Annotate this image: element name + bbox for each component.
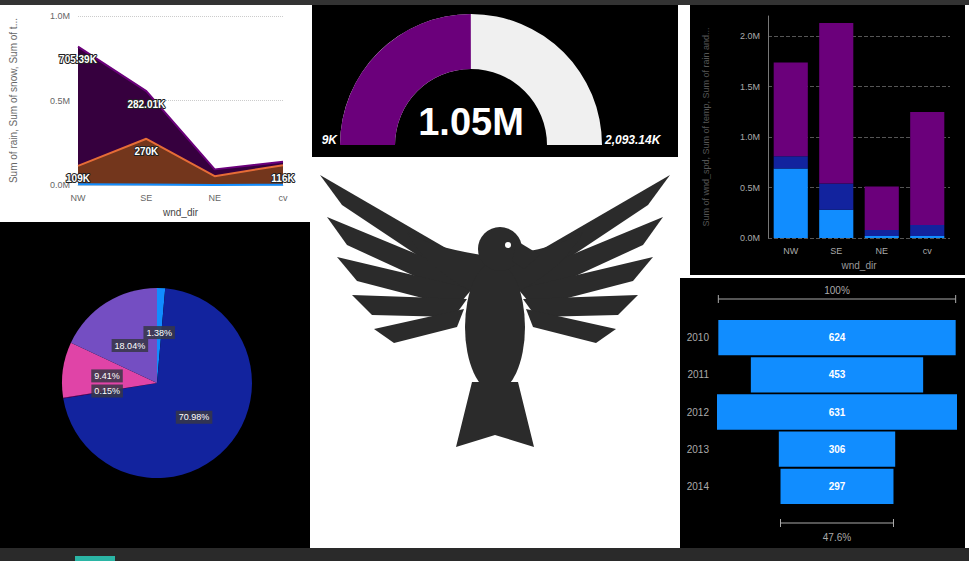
svg-text:306: 306 [829, 444, 846, 455]
svg-text:wnd_dir: wnd_dir [162, 207, 199, 218]
svg-text:282.01K: 282.01K [127, 99, 166, 110]
svg-text:1.0M: 1.0M [50, 11, 70, 21]
svg-text:2.0M: 2.0M [740, 31, 760, 41]
svg-text:47.6%: 47.6% [823, 532, 851, 543]
svg-text:1.38%: 1.38% [146, 328, 172, 338]
svg-text:705.39K: 705.39K [59, 54, 98, 65]
svg-text:116K: 116K [271, 173, 295, 184]
svg-text:NW: NW [783, 246, 798, 256]
svg-text:cv: cv [923, 246, 933, 256]
svg-text:NE: NE [875, 246, 888, 256]
svg-text:2,093.14K: 2,093.14K [604, 133, 662, 147]
svg-text:624: 624 [829, 332, 846, 343]
svg-text:0.5M: 0.5M [740, 183, 760, 193]
svg-text:631: 631 [829, 407, 846, 418]
svg-text:SE: SE [830, 246, 842, 256]
svg-text:2010: 2010 [687, 332, 710, 343]
svg-text:70.98%: 70.98% [179, 412, 210, 422]
svg-text:453: 453 [829, 369, 846, 380]
svg-text:1.05M: 1.05M [418, 101, 524, 143]
svg-text:0.5M: 0.5M [50, 96, 70, 106]
svg-text:109K: 109K [66, 173, 91, 184]
svg-text:2012: 2012 [687, 407, 710, 418]
svg-text:Sum of wnd_spd, Sum of temp, S: Sum of wnd_spd, Sum of temp, Sum of rain… [701, 27, 711, 226]
svg-text:0.0M: 0.0M [50, 180, 70, 191]
svg-text:0.0M: 0.0M [740, 233, 760, 243]
svg-text:SE: SE [140, 193, 152, 203]
svg-text:18.04%: 18.04% [115, 341, 146, 351]
svg-text:cv: cv [279, 193, 289, 203]
svg-text:270K: 270K [134, 146, 159, 157]
svg-text:2014: 2014 [687, 481, 710, 492]
svg-text:9K: 9K [322, 133, 339, 147]
svg-text:297: 297 [829, 481, 846, 492]
svg-text:2011: 2011 [687, 369, 709, 380]
svg-text:100%: 100% [824, 285, 850, 296]
svg-text:9.41%: 9.41% [94, 371, 120, 381]
svg-text:2013: 2013 [687, 444, 710, 455]
svg-text:NW: NW [71, 193, 86, 203]
svg-text:NE: NE [208, 193, 221, 203]
svg-text:0.15%: 0.15% [94, 386, 120, 396]
svg-text:Sum of rain, Sum of snow, Sum: Sum of rain, Sum of snow, Sum of t... [8, 18, 19, 183]
svg-text:wnd_dir: wnd_dir [840, 260, 877, 271]
svg-text:1.0M: 1.0M [740, 132, 760, 142]
svg-text:1.5M: 1.5M [740, 82, 760, 92]
